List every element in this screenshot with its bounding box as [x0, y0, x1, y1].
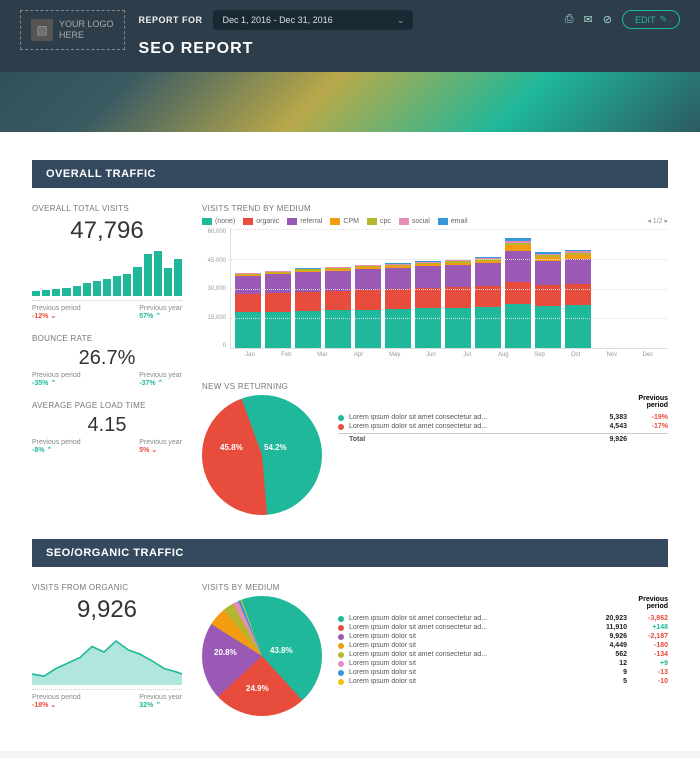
chart-legend: (none)organicreferralCPMcpcsocialemail◂ … — [202, 217, 668, 225]
report-for-label: REPORT FOR — [139, 15, 203, 25]
pie-chart-new-returning: 54.2%45.8% — [202, 395, 322, 515]
hero-banner: ▧ YOUR LOGO HERE REPORT FOR Dec 1, 2016 … — [0, 0, 700, 132]
logo-placeholder[interactable]: ▧ YOUR LOGO HERE — [20, 10, 125, 50]
sparkline-bars — [32, 251, 182, 296]
pie-legend-medium: Previous period Lorem ipsum dolor sit am… — [338, 596, 668, 686]
metric-load-time: AVERAGE PAGE LOAD TIME 4.15 Previous per… — [32, 401, 182, 454]
legend-row: Lorem ipsum dolor sit amet consectetur a… — [338, 422, 668, 431]
metric-bounce-rate: BOUNCE RATE 26.7% Previous period-35%⌃ P… — [32, 334, 182, 387]
topbar: ▧ YOUR LOGO HERE REPORT FOR Dec 1, 2016 … — [0, 0, 700, 72]
stacked-bar-chart: 60,00045,00030,00015,0000 — [202, 229, 668, 349]
page-title: SEO REPORT — [139, 40, 551, 58]
pencil-icon: ✎ — [659, 14, 667, 25]
legend-row: Lorem ipsum dolor sit amet consectetur a… — [338, 413, 668, 422]
image-icon: ▧ — [31, 19, 53, 41]
check-icon[interactable]: ⊘ — [603, 13, 612, 26]
metric-value: 47,796 — [32, 217, 182, 245]
legend-row: Lorem ipsum dolor sit12+9 — [338, 659, 668, 668]
chart-label: VISITS TREND BY MEDIUM — [202, 204, 668, 213]
legend-row: Lorem ipsum dolor sit9,926-2,187 — [338, 632, 668, 641]
metric-label: OVERALL TOTAL VISITS — [32, 204, 182, 213]
chart-pager[interactable]: ◂ 1/2 ▸ — [647, 217, 668, 225]
legend-row: Lorem ipsum dolor sit5-10 — [338, 677, 668, 686]
legend-row: Lorem ipsum dolor sit amet consectetur a… — [338, 614, 668, 623]
legend-row: Lorem ipsum dolor sit9-13 — [338, 668, 668, 677]
section-header-seo: SEO/ORGANIC TRAFFIC — [32, 539, 668, 567]
section-header-overall: OVERALL TRAFFIC — [32, 160, 668, 188]
email-icon[interactable]: ✉ — [584, 13, 593, 26]
edit-button[interactable]: EDIT ✎ — [622, 10, 680, 29]
pie-legend: Previous period Lorem ipsum dolor sit am… — [338, 395, 668, 444]
export-icon[interactable]: ⎙ — [565, 13, 574, 26]
metric-total-visits: OVERALL TOTAL VISITS 47,796 Previous per… — [32, 204, 182, 320]
date-range-select[interactable]: Dec 1, 2016 - Dec 31, 2016 — [213, 10, 413, 30]
legend-row: Lorem ipsum dolor sit4,449-180 — [338, 641, 668, 650]
logo-text: YOUR LOGO HERE — [59, 19, 114, 41]
legend-row: Lorem ipsum dolor sit amet consectetur a… — [338, 623, 668, 632]
pie-chart-by-medium: 43.8%24.9%20.8% — [202, 596, 322, 716]
legend-row: Lorem ipsum dolor sit amet consectetur a… — [338, 650, 668, 659]
area-chart — [32, 630, 182, 685]
metric-organic-visits: VISITS FROM ORGANIC 9,926 Previous perio… — [32, 583, 182, 709]
